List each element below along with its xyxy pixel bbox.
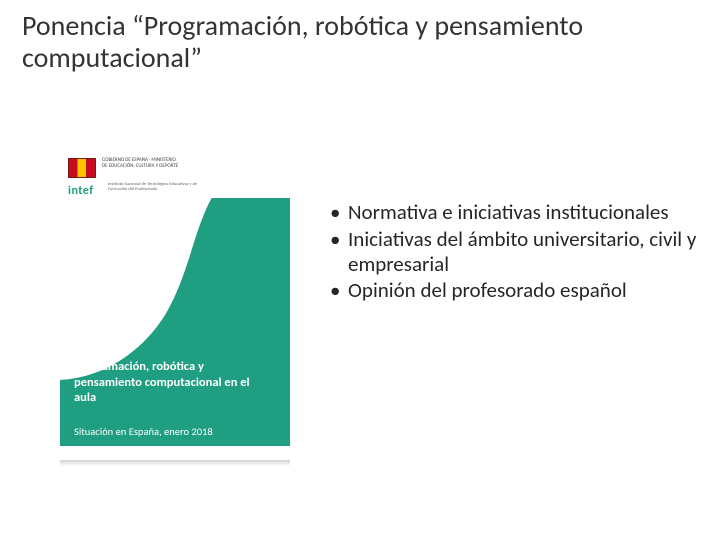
intef-description: Instituto Nacional de Tecnologías Educat… (108, 183, 198, 193)
intef-logo-text: intef (68, 184, 94, 198)
cover-subtitle: Situación en España, enero 2018 (74, 425, 213, 438)
gov-ministry-text: GOBIERNO DE ESPAÑA · MINISTERIO DE EDUCA… (102, 158, 182, 170)
list-item: Iniciativas del ámbito universitario, ci… (330, 227, 700, 277)
bullet-text: Normativa e iniciativas institucionales (348, 199, 669, 225)
bullet-text: Iniciativas del ámbito universitario, ci… (348, 226, 696, 277)
spain-flag-icon (68, 158, 96, 178)
slide: Ponencia “Programación, robótica y pensa… (0, 0, 720, 540)
slide-title: Ponencia “Programación, robótica y pensa… (22, 10, 702, 74)
list-item: Normativa e iniciativas institucionales (330, 200, 700, 225)
report-cover-thumbnail: GOBIERNO DE ESPAÑA · MINISTERIO DE EDUCA… (60, 150, 290, 460)
cover-title: Programación, robótica y pensamiento com… (74, 359, 274, 406)
bullet-list: Normativa e iniciativas institucionales … (330, 200, 700, 305)
cover-bottom-band (60, 446, 290, 460)
list-item: Opinión del profesorado español (330, 278, 700, 303)
cover-shadow (60, 460, 290, 466)
bullet-text: Opinión del profesorado español (348, 277, 627, 303)
